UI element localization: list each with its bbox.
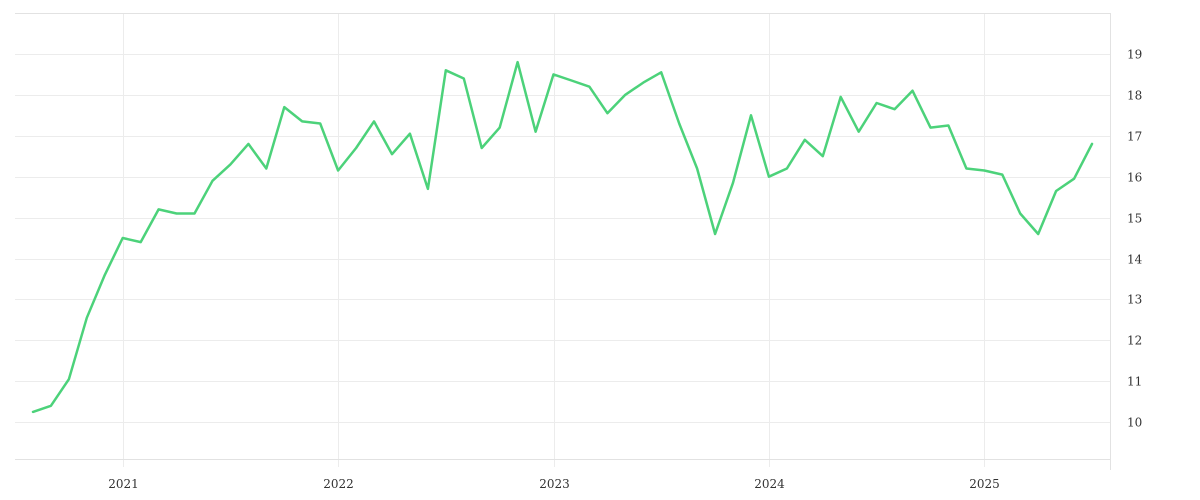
x-tick-label: 2023	[539, 477, 570, 491]
y-tick-label: 17	[1127, 130, 1142, 144]
x-tick-label: 2024	[754, 477, 785, 491]
x-tick-label: 2022	[323, 477, 354, 491]
y-tick-label: 12	[1127, 334, 1142, 348]
axes	[15, 13, 1111, 470]
tick-labels: 10 11 12 13 14 15 16 17 18 19 2021 2022 2023 2024 2025	[108, 48, 1142, 492]
gridlines	[15, 13, 1110, 467]
y-tick-label: 18	[1127, 89, 1142, 103]
y-tick-label: 14	[1127, 253, 1143, 267]
y-tick-label: 16	[1127, 171, 1142, 185]
x-tick-label: 2025	[969, 477, 1000, 491]
series-layer	[31, 60, 1094, 414]
y-tick-label: 10	[1127, 416, 1142, 430]
x-tick-label: 2021	[108, 477, 139, 491]
y-tick-label: 11	[1127, 375, 1142, 389]
y-tick-label: 15	[1127, 212, 1142, 226]
series-line-0	[31, 60, 1094, 414]
y-tick-label: 19	[1127, 48, 1142, 62]
y-tick-label: 13	[1127, 293, 1142, 307]
